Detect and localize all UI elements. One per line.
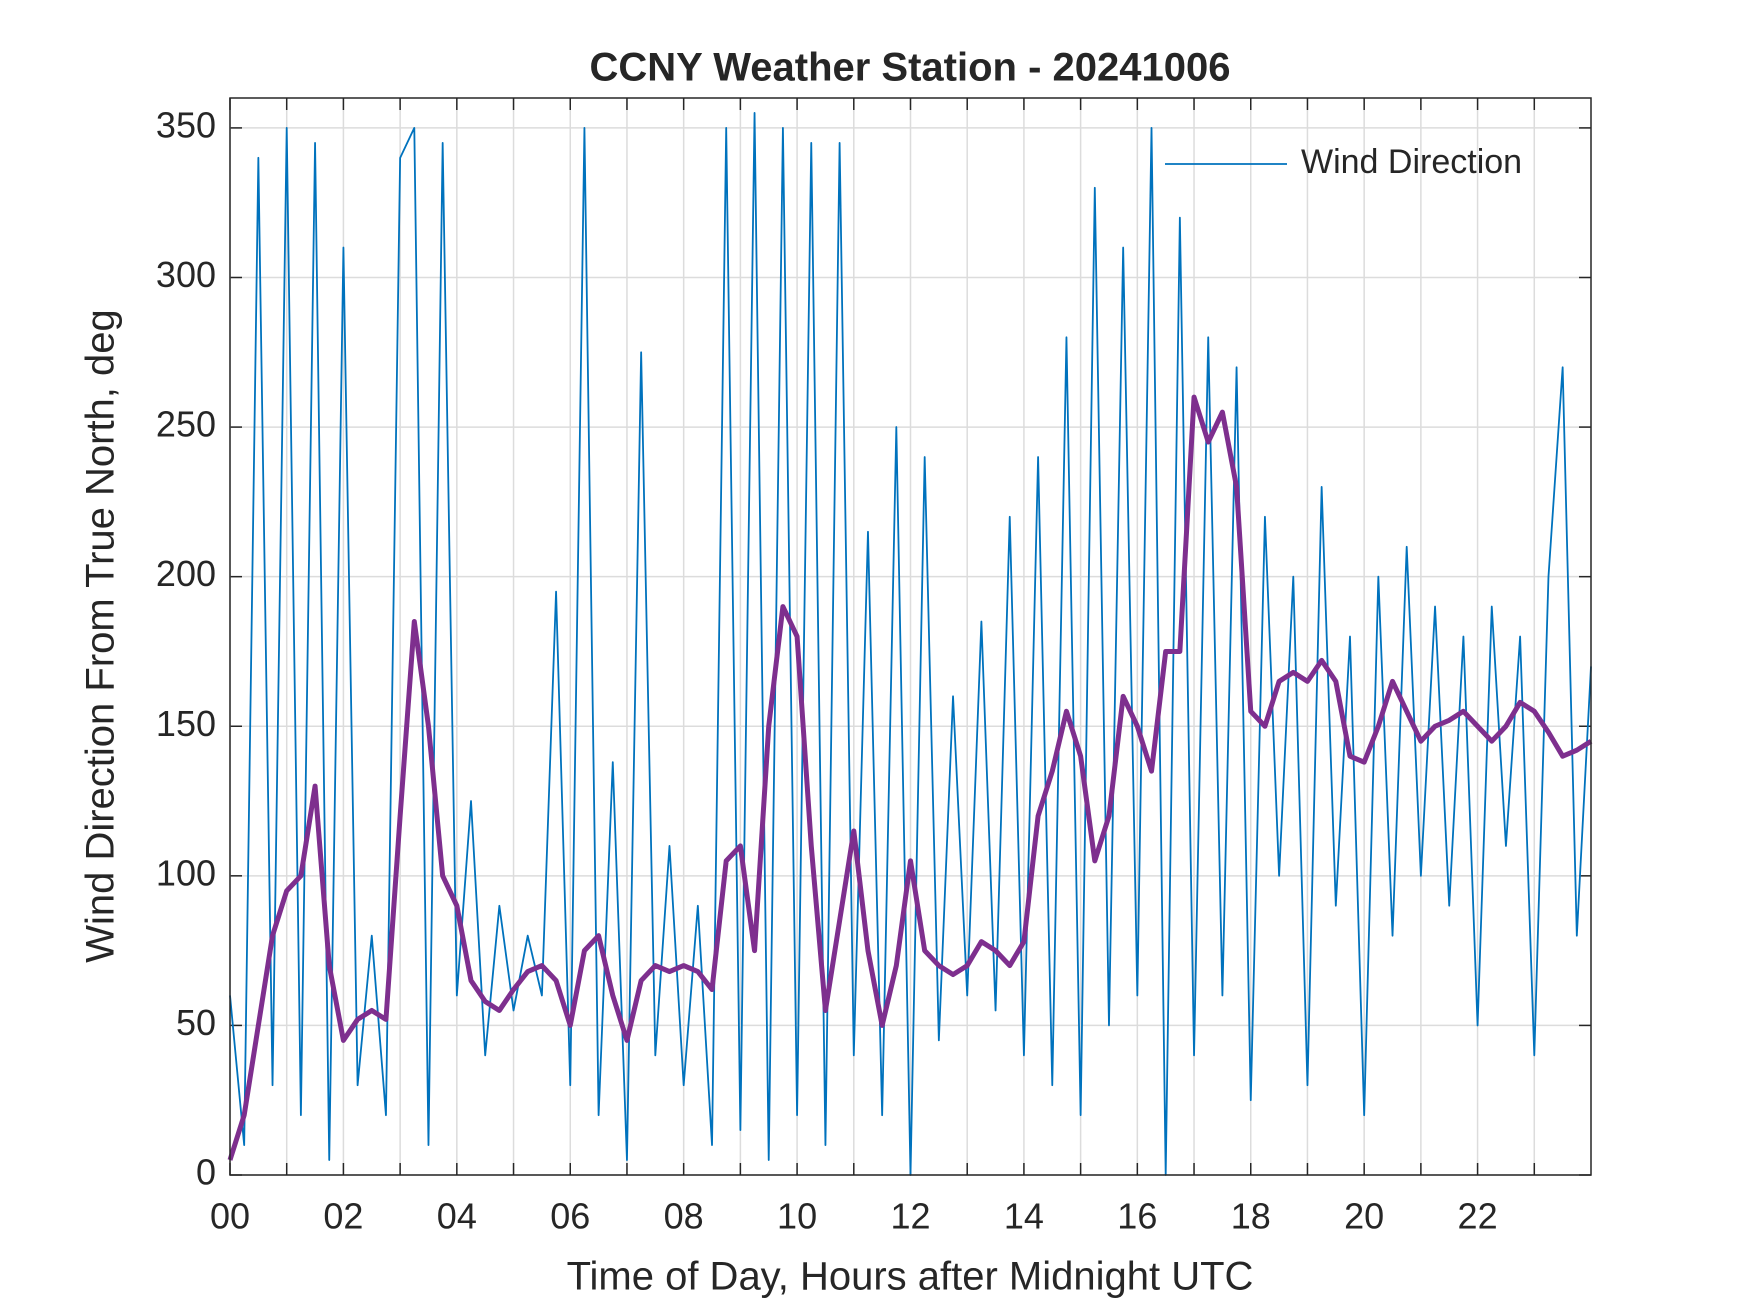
y-tick-label: 0 [196,1152,216,1193]
x-tick-label: 04 [437,1196,477,1237]
x-tick-label: 22 [1458,1196,1498,1237]
legend-label: Wind Direction [1301,143,1522,181]
x-tick-label: 10 [777,1196,817,1237]
axes-box [229,97,1592,1176]
series-line [227,394,1593,1161]
x-tick-label: 00 [210,1196,250,1237]
x-tick-label: 20 [1344,1196,1384,1237]
y-tick-label: 100 [156,852,216,893]
y-tick-label: 150 [156,703,216,744]
x-tick-label: 08 [664,1196,704,1237]
y-tick-label: 350 [156,104,216,145]
y-tick-label: 200 [156,553,216,594]
x-tick-label: 06 [550,1196,590,1237]
y-tick-label: 300 [156,254,216,295]
chart-title: CCNY Weather Station - 20241006 [590,46,1231,90]
x-tick-label: 14 [1004,1196,1044,1237]
x-tick-label: 16 [1117,1196,1157,1237]
x-axis-label: Time of Day, Hours after Midnight UTC [567,1255,1254,1299]
x-tick-label: 02 [323,1196,363,1237]
x-tick-label: 18 [1231,1196,1271,1237]
y-tick-label: 250 [156,404,216,445]
y-axis-label: Wind Direction From True North, deg [79,309,123,963]
y-tick-label: 50 [176,1002,216,1043]
x-tick-label: 12 [890,1196,930,1237]
